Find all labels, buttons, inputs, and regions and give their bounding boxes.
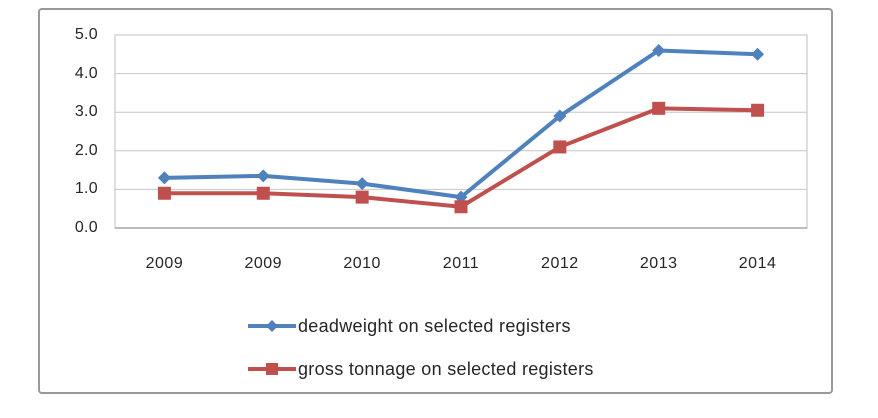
- y-tick-label: 5.0: [74, 26, 98, 43]
- x-tick-label: 2014: [738, 255, 777, 272]
- y-tick-label: 2.0: [74, 141, 98, 159]
- data-point-marker: [751, 47, 765, 61]
- y-tick-label: 0.0: [74, 219, 98, 236]
- y-tick-label: 4.0: [74, 64, 98, 82]
- data-point-marker: [355, 190, 369, 204]
- data-point-marker: [157, 171, 171, 185]
- plot-area: [114, 34, 808, 229]
- legend-diamond-marker-icon: [248, 320, 296, 332]
- chart-figure: 0.0 1.0 2.0 3.0 4.0 5.0 2009 2009 2010 2011 2012 2…: [38, 8, 833, 394]
- legend-square-marker-icon: [248, 363, 296, 375]
- data-point-marker: [751, 103, 765, 117]
- legend-label: gross tonnage on selected registers: [298, 358, 594, 379]
- x-tick-label: 2009: [145, 255, 184, 272]
- data-point-marker: [256, 169, 270, 183]
- x-tick-label: 2009: [244, 255, 283, 272]
- legend-marker: [266, 320, 278, 332]
- x-tick-label: 2012: [541, 255, 579, 272]
- y-tick-label: 1.0: [74, 180, 98, 198]
- x-tick-label: 2010: [343, 255, 381, 272]
- legend-item: deadweight on selected registers: [248, 313, 571, 339]
- data-point-marker: [652, 101, 666, 115]
- data-point-marker: [652, 43, 666, 57]
- data-point-marker: [553, 140, 567, 154]
- data-point-marker: [553, 109, 567, 123]
- y-tick-label: 3.0: [74, 103, 98, 121]
- series-line-0: [162, 48, 760, 200]
- x-tick-label: 2011: [442, 255, 480, 272]
- data-point-marker: [157, 186, 171, 200]
- x-tick-label: 2013: [639, 255, 678, 272]
- legend-label: deadweight on selected registers: [298, 315, 571, 336]
- data-point-marker: [454, 200, 468, 214]
- data-point-marker: [355, 177, 369, 191]
- legend-item: gross tonnage on selected registers: [248, 356, 594, 382]
- legend-marker: [266, 363, 278, 375]
- data-point-marker: [256, 186, 270, 200]
